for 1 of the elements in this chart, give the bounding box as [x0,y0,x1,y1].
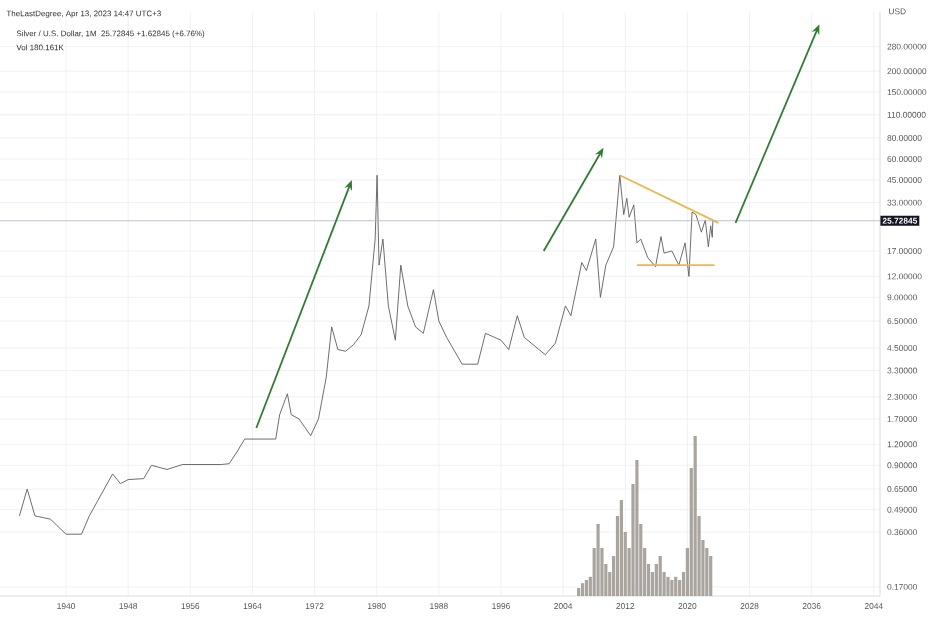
line-series [18,174,714,535]
